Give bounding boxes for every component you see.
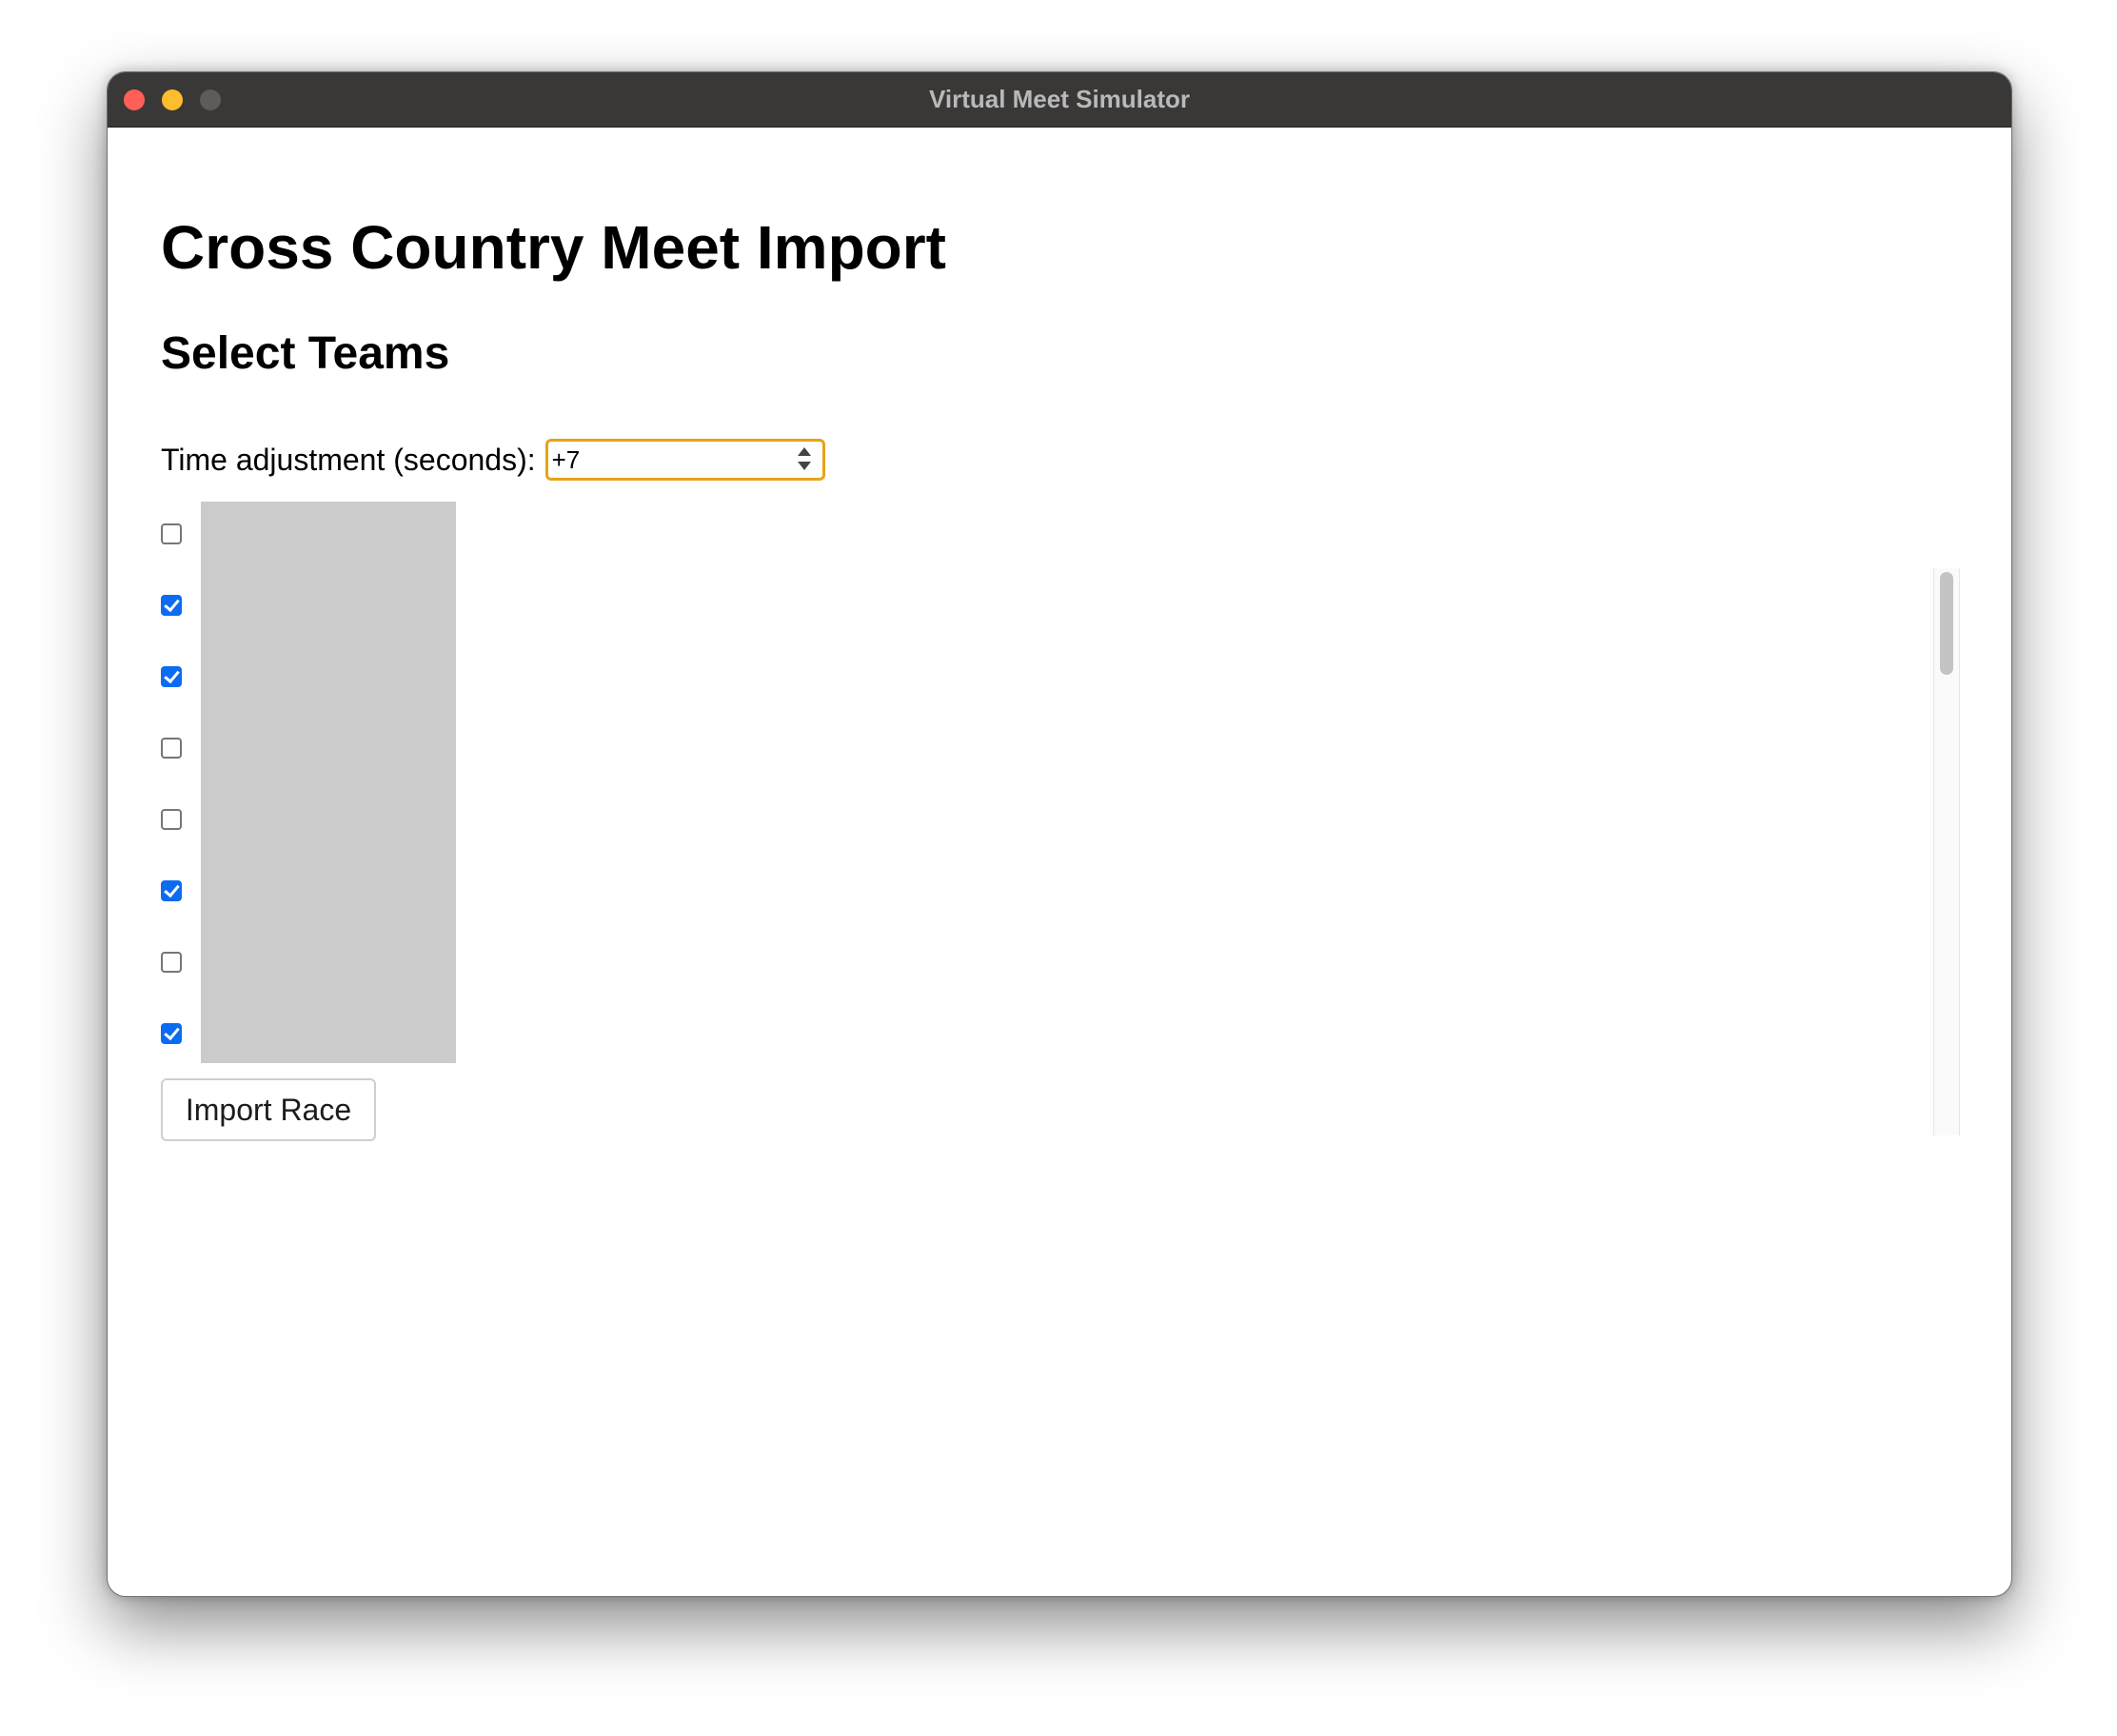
team-checkbox[interactable] — [161, 523, 182, 544]
team-row[interactable] — [161, 880, 189, 909]
team-row[interactable] — [161, 666, 189, 695]
team-checkbox[interactable] — [161, 880, 182, 901]
team-checkbox[interactable] — [161, 738, 182, 759]
time-adjustment-field[interactable] — [544, 439, 825, 481]
page-title: Cross Country Meet Import — [161, 213, 946, 282]
team-checkbox[interactable] — [161, 595, 182, 616]
time-adjustment-label: Time adjustment (seconds): — [161, 442, 536, 477]
team-list-scrollbar[interactable] — [1933, 568, 1960, 1135]
stepper-down-icon[interactable] — [797, 462, 811, 470]
time-adjustment-input[interactable] — [551, 442, 762, 478]
team-checkbox[interactable] — [161, 809, 182, 830]
team-checkbox[interactable] — [161, 666, 182, 687]
scrollbar-thumb[interactable] — [1940, 572, 1953, 675]
team-row[interactable] — [161, 523, 189, 552]
stepper-up-icon[interactable] — [797, 447, 811, 456]
team-row[interactable] — [161, 595, 189, 623]
page-content: Cross Country Meet Import Select Teams T… — [108, 127, 2011, 1596]
team-list — [161, 500, 1985, 1067]
maximize-window-button[interactable] — [200, 89, 221, 110]
minimize-window-button[interactable] — [162, 89, 183, 110]
team-row[interactable] — [161, 738, 189, 766]
team-row[interactable] — [161, 952, 189, 980]
section-title: Select Teams — [161, 328, 450, 379]
import-race-button[interactable]: Import Race — [161, 1078, 376, 1141]
app-window: Virtual Meet Simulator Cross Country Mee… — [107, 71, 2012, 1597]
team-row[interactable] — [161, 1023, 189, 1052]
team-row[interactable] — [161, 809, 189, 838]
time-adjustment-row: Time adjustment (seconds): — [161, 439, 825, 481]
team-checkbox[interactable] — [161, 1023, 182, 1044]
number-stepper[interactable] — [796, 445, 813, 474]
window-title: Virtual Meet Simulator — [928, 85, 1191, 113]
title-bar: Virtual Meet Simulator — [108, 72, 2011, 128]
redacted-team-names — [201, 502, 456, 1063]
team-checkbox[interactable] — [161, 952, 182, 973]
close-window-button[interactable] — [124, 89, 145, 110]
